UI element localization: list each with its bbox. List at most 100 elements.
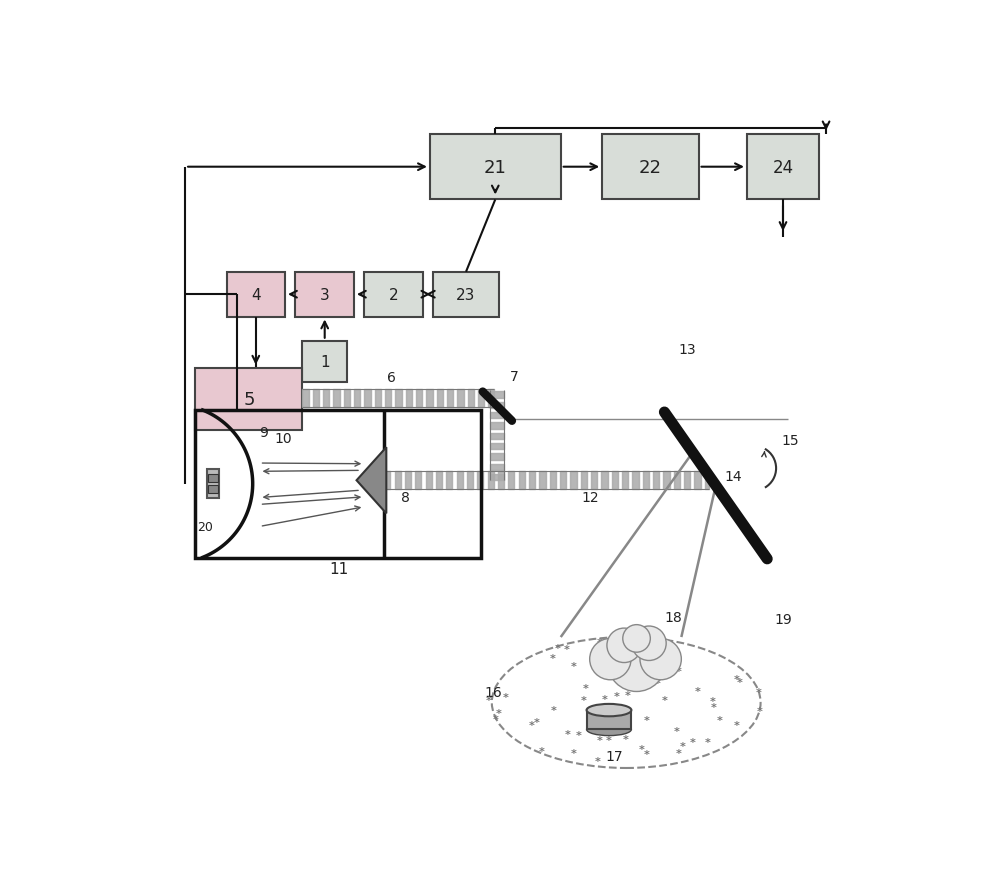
Bar [433,273,499,317]
Text: 9: 9 [260,426,268,440]
Text: *: * [551,705,557,715]
Text: *: * [734,674,740,685]
Circle shape [632,627,666,661]
Text: 20: 20 [197,520,213,534]
Text: *: * [602,695,608,704]
Text: *: * [675,748,681,758]
Text: 24: 24 [772,158,794,176]
Text: *: * [644,715,650,726]
Text: *: * [665,663,670,673]
Text: *: * [539,746,545,756]
Text: *: * [695,686,701,696]
Text: *: * [626,645,631,654]
Text: *: * [711,703,717,713]
Circle shape [623,625,650,653]
Text: *: * [622,734,628,744]
Text: *: * [705,738,711,747]
Text: 2: 2 [389,287,398,302]
Text: *: * [565,730,571,739]
Text: 12: 12 [581,491,599,504]
Text: *: * [639,744,645,754]
Text: *: * [733,721,739,730]
Bar [208,475,218,483]
Text: 19: 19 [774,612,792,627]
Text: *: * [606,735,612,746]
Text: *: * [644,749,650,759]
Text: 1: 1 [320,355,330,369]
Bar [227,273,285,317]
Text: *: * [581,695,586,705]
Text: *: * [675,667,681,677]
Text: 6: 6 [387,370,396,384]
Text: *: * [571,748,577,758]
Text: 4: 4 [251,287,261,302]
Bar [364,273,423,317]
Bar [602,135,699,200]
Ellipse shape [587,723,631,736]
Text: 17: 17 [606,749,623,763]
Text: 18: 18 [664,611,682,625]
Text: *: * [534,717,540,728]
Text: *: * [597,637,603,647]
Ellipse shape [587,704,631,716]
Text: *: * [602,644,607,654]
Text: 16: 16 [485,685,503,699]
Text: *: * [680,741,686,751]
Text: *: * [555,643,560,653]
Text: 15: 15 [781,434,799,448]
Text: *: * [613,637,619,648]
Bar [587,711,631,730]
Text: 13: 13 [678,343,696,357]
Text: 23: 23 [456,287,476,302]
Text: *: * [717,715,723,725]
Text: 7: 7 [510,369,518,384]
Text: *: * [502,692,508,702]
Text: *: * [660,641,666,651]
Text: *: * [757,705,763,716]
Text: *: * [550,654,556,663]
Text: *: * [650,671,656,681]
Text: *: * [629,633,635,643]
Bar [207,469,219,499]
Text: *: * [599,653,605,662]
Bar [195,410,481,558]
Text: 8: 8 [401,491,410,504]
Text: 10: 10 [274,432,292,446]
Text: *: * [564,644,570,654]
Text: *: * [710,696,716,706]
Text: 3: 3 [320,287,330,302]
Text: *: * [614,691,620,701]
Circle shape [640,638,681,680]
Text: *: * [625,690,630,700]
Text: *: * [582,684,588,694]
Circle shape [590,638,631,680]
Text: *: * [493,714,499,724]
Text: *: * [496,708,502,718]
Text: *: * [486,696,492,705]
Text: 5: 5 [243,391,255,409]
Text: 11: 11 [329,561,348,577]
Text: *: * [661,696,667,705]
Text: *: * [576,730,582,740]
Text: *: * [674,727,680,737]
Bar [747,135,819,200]
Text: *: * [528,720,534,730]
Text: *: * [571,662,577,671]
Text: *: * [597,735,603,746]
Text: *: * [626,648,632,658]
Text: *: * [630,641,635,651]
Circle shape [608,634,665,692]
Text: *: * [690,737,696,747]
Text: *: * [654,678,660,687]
Text: *: * [756,687,762,697]
Text: *: * [594,755,600,766]
Bar [208,485,218,493]
Text: 14: 14 [724,469,742,484]
Circle shape [607,628,641,662]
Text: *: * [737,678,743,687]
Bar [295,273,354,317]
Bar [302,342,347,383]
Polygon shape [357,448,386,514]
Text: 22: 22 [639,158,662,176]
Text: 21: 21 [484,158,507,176]
